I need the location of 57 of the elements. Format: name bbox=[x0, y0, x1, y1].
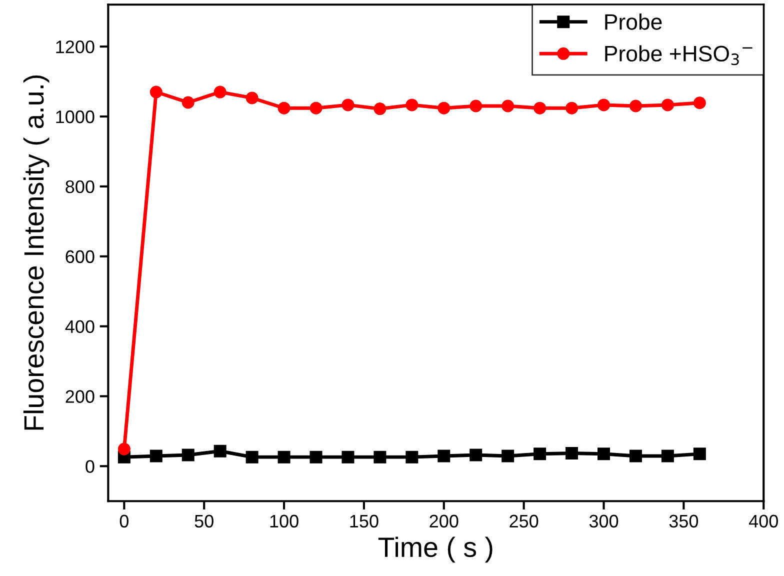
point bbox=[278, 102, 290, 114]
point bbox=[534, 448, 546, 460]
point bbox=[693, 448, 706, 460]
point bbox=[278, 450, 290, 464]
point bbox=[693, 96, 706, 110]
point bbox=[566, 102, 578, 114]
y-tick-label: 400 bbox=[65, 320, 94, 334]
y-tick-label: 1200 bbox=[56, 40, 94, 54]
x-tick-label: 400 bbox=[748, 514, 778, 528]
point bbox=[310, 450, 322, 464]
point bbox=[566, 446, 578, 460]
point bbox=[470, 100, 482, 112]
point bbox=[629, 450, 642, 462]
x-tick-label: 250 bbox=[510, 514, 538, 528]
point bbox=[374, 450, 386, 464]
y-tick-label: 0 bbox=[86, 460, 94, 473]
point bbox=[214, 444, 226, 458]
x-tick-label: 300 bbox=[589, 514, 618, 528]
point bbox=[150, 450, 162, 462]
point bbox=[406, 98, 418, 112]
point bbox=[406, 450, 418, 464]
point bbox=[661, 450, 674, 462]
point bbox=[310, 102, 322, 114]
point bbox=[214, 86, 226, 98]
point bbox=[182, 448, 194, 462]
y-axis-title: Fluorescence Intensity ( a.u.) bbox=[23, 75, 50, 430]
point bbox=[470, 448, 482, 462]
point bbox=[182, 96, 194, 109]
point bbox=[374, 102, 386, 116]
x-tick-label: 350 bbox=[669, 514, 698, 528]
point bbox=[534, 102, 546, 114]
point bbox=[502, 450, 514, 462]
legend-label: Probe +HSO$_{3}$$^{−}$ bbox=[605, 45, 752, 66]
point bbox=[598, 448, 610, 460]
x-tick-label: 150 bbox=[350, 514, 378, 528]
x-tick-label: 100 bbox=[270, 514, 298, 528]
x-axis-title: Time ( s ) bbox=[378, 536, 492, 563]
x-tick-label: 0 bbox=[120, 514, 128, 528]
point bbox=[502, 100, 514, 112]
y-tick-label: 1000 bbox=[56, 110, 94, 124]
point bbox=[118, 442, 130, 456]
point bbox=[629, 100, 642, 112]
point bbox=[661, 98, 674, 112]
point bbox=[342, 98, 354, 112]
legend-label: Probe bbox=[605, 13, 662, 30]
point bbox=[342, 450, 354, 464]
y-tick-label: 800 bbox=[66, 180, 94, 194]
y-tick-label: 600 bbox=[66, 250, 94, 264]
point bbox=[246, 450, 258, 464]
point bbox=[598, 98, 610, 112]
y-tick-label: 200 bbox=[66, 390, 94, 403]
x-tick-label: 200 bbox=[430, 514, 458, 528]
point bbox=[246, 92, 258, 104]
point bbox=[150, 86, 162, 98]
x-tick-label: 50 bbox=[194, 514, 214, 528]
point bbox=[438, 450, 450, 462]
point bbox=[438, 102, 450, 114]
